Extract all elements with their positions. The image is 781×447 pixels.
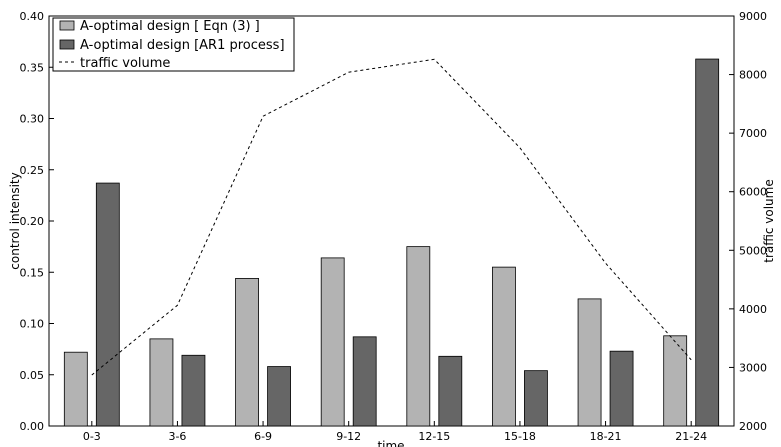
y-tick-label: 0.05 [20, 369, 45, 382]
bar-ar1 [352, 336, 377, 427]
y2-tick-label: 9000 [739, 10, 767, 23]
y2-tick-label: 8000 [739, 69, 767, 82]
traffic-volume-line [91, 58, 692, 376]
bars [63, 58, 720, 427]
y2-tick-label: 6000 [739, 186, 767, 199]
bar-eqn3 [320, 257, 345, 427]
bar-ar1 [695, 58, 720, 427]
legend-swatch-ar1 [59, 39, 75, 50]
y-tick-label: 0.40 [20, 10, 45, 23]
x-tick-label: 12-15 [418, 430, 450, 443]
y-tick-label: 0.00 [20, 420, 45, 433]
legend-label-eqn3: A-optimal design [ Eqn (3) ] [80, 19, 260, 34]
bar-eqn3 [406, 246, 431, 427]
x-axis-label: time [377, 439, 404, 447]
y-axis-label: control intensity [8, 172, 22, 269]
x-tick-label: 21-24 [675, 430, 707, 443]
y2-tick-label: 2000 [739, 420, 767, 433]
y-tick-label: 0.15 [20, 266, 45, 279]
x-tick-label: 9-12 [336, 430, 361, 443]
bar-eqn3 [149, 338, 174, 427]
axes: 0.00 0.05 0.10 0.15 0.20 0.25 0.30 0.35 0.40 2000… [20, 10, 768, 443]
y-tick-label: 0.25 [20, 164, 45, 177]
y2-tick-label: 7000 [739, 127, 767, 140]
bar-eqn3 [63, 351, 88, 427]
bar-ar1 [95, 182, 120, 427]
legend-swatch-eqn3 [59, 20, 75, 31]
traffic-line-layer [91, 58, 692, 376]
x-tick-label: 15-18 [504, 430, 536, 443]
legend-label-traffic: traffic volume [80, 56, 170, 71]
x-tick-label: 6-9 [254, 430, 272, 443]
bar-eqn3 [663, 335, 688, 427]
y-tick-label: 0.10 [20, 318, 45, 331]
legend-box [52, 17, 295, 72]
bar-ar1 [181, 354, 206, 427]
legend: A-optimal design [ Eqn (3) ] A-optimal d… [52, 17, 295, 72]
bar-eqn3 [577, 298, 602, 427]
y2-tick-label: 5000 [739, 244, 767, 257]
bar-ar1 [438, 355, 463, 427]
y2-tick-label: 4000 [739, 303, 767, 316]
x-tick-label: 0-3 [83, 430, 101, 443]
y-tick-label: 0.30 [20, 113, 45, 126]
legend-label-ar1: A-optimal design [AR1 process] [80, 38, 285, 53]
bar-eqn3 [235, 277, 259, 427]
x-tick-label: 3-6 [168, 430, 186, 443]
bar-ar1 [524, 370, 548, 427]
bar-ar1 [267, 366, 291, 427]
y-tick-label: 0.35 [20, 61, 45, 74]
bar-ar1 [609, 350, 634, 427]
bar-eqn3 [492, 266, 516, 427]
y-tick-label: 0.20 [20, 215, 45, 228]
y2-axis-label: traffic volume [762, 179, 776, 262]
x-tick-label: 18-21 [590, 430, 622, 443]
y2-tick-label: 3000 [739, 361, 767, 374]
